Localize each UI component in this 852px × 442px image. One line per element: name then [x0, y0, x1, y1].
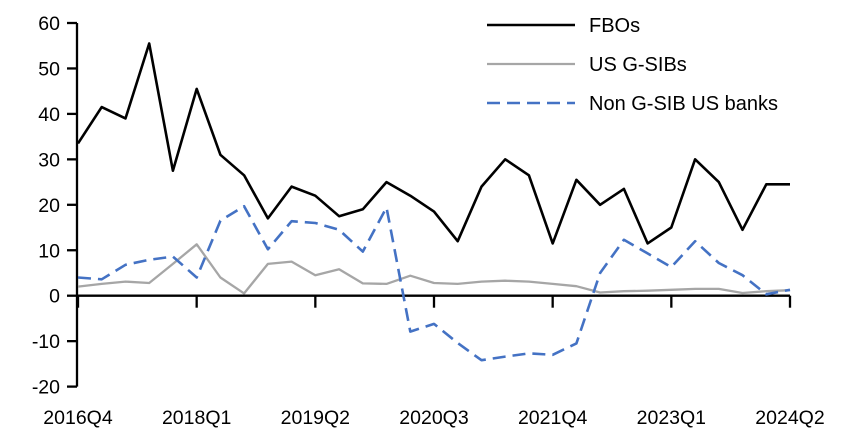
y-axis-tick-label: 50 [38, 58, 60, 80]
x-axis-tick-label: 2021Q4 [518, 407, 588, 429]
series-line-2 [77, 204, 791, 362]
x-axis-tick-label: 2024Q2 [755, 407, 824, 429]
y-axis-tick-label: 40 [38, 104, 60, 126]
y-axis-tick-label: 30 [38, 149, 60, 171]
legend-label: Non G-SIB US banks [589, 93, 778, 115]
y-axis-tick-label: -20 [32, 377, 60, 399]
x-axis-tick-label: 2019Q2 [281, 407, 350, 429]
series-line-0 [76, 42, 790, 245]
legend-item-0: FBOs [487, 15, 640, 37]
x-axis-tick-label: 2023Q1 [637, 407, 706, 429]
y-axis-tick-label: 60 [38, 13, 60, 35]
x-axis-tick-label: 2020Q3 [399, 407, 468, 429]
legend-label: FBOs [589, 15, 640, 37]
legend-item-1: US G-SIBs [487, 54, 687, 76]
axes: -20 -10 0 10 20 30 40 50 60 2016Q4 2018Q1 2019Q2 202… [32, 13, 825, 429]
y-axis-tick-label: 0 [49, 286, 60, 308]
x-axis-tick-label: 2018Q1 [162, 407, 231, 429]
y-axis-tick-label: 10 [38, 240, 60, 262]
legend-label: US G-SIBs [589, 54, 687, 76]
y-axis-tick-label: -10 [32, 331, 60, 353]
series-line-1 [77, 243, 791, 295]
legend-item-2: Non G-SIB US banks [487, 93, 778, 115]
legend: FBOs US G-SIBs Non G-SIB US banks [487, 15, 778, 115]
x-axis-tick-label: 2016Q4 [43, 407, 113, 429]
y-axis-tick-label: 20 [38, 195, 60, 217]
